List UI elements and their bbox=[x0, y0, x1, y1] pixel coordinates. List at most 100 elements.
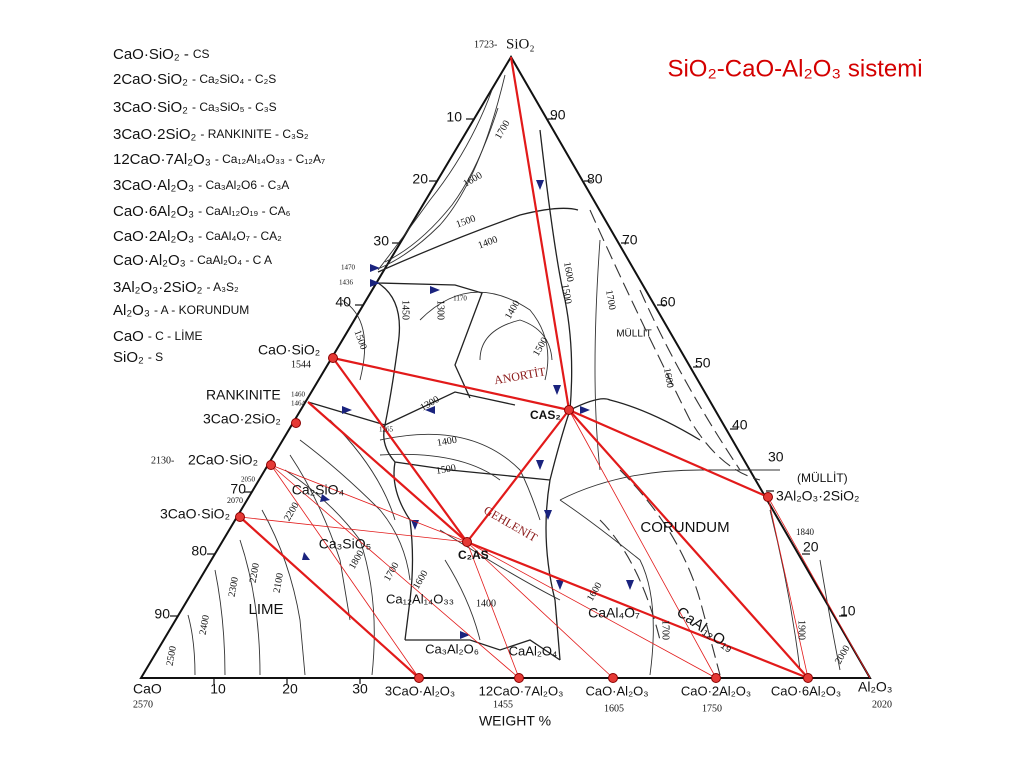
right-tick-label: 80 bbox=[587, 171, 603, 187]
legend-entry: 3Al₂O₃·2SiO₂ - A₃S₂ bbox=[113, 279, 239, 296]
compound-point bbox=[564, 405, 574, 415]
isotherm-label: 1400 bbox=[476, 598, 496, 609]
isotherm-label: 2200 bbox=[282, 500, 302, 523]
left-tick-label: 90 bbox=[154, 606, 170, 622]
edge-ticks bbox=[170, 118, 847, 684]
isotherm-label: 1500 bbox=[559, 283, 573, 305]
compound-point bbox=[763, 492, 773, 502]
legend-desc: - CaAl₁₂O₁₉ - CA₆ bbox=[198, 204, 291, 218]
isotherm-label: 1170 bbox=[453, 295, 467, 303]
isotherm-label: 1900 bbox=[796, 620, 807, 640]
right-tick-label: 40 bbox=[732, 417, 748, 433]
title: SiO₂-CaO-Al₂O₃ sistemi bbox=[667, 55, 922, 82]
right-tick-label: 30 bbox=[768, 449, 784, 465]
legend-formula: CaO·SiO₂ - bbox=[113, 46, 189, 63]
right-tick-label: 90 bbox=[550, 107, 566, 123]
compound-temp: 1460 bbox=[291, 391, 306, 399]
isotherm-label: 2100 bbox=[272, 572, 286, 594]
join-line bbox=[767, 496, 809, 679]
left-tick-label: 10 bbox=[446, 109, 462, 125]
left-tick-label: 80 bbox=[191, 543, 207, 559]
isotherm-label: 1700 bbox=[493, 118, 513, 141]
phase-field-label: Ca₂SiO₄ bbox=[292, 482, 345, 498]
join-line bbox=[509, 56, 571, 411]
bottom-tick-label: 10 bbox=[210, 681, 226, 697]
legend-entry: 12CaO·7Al₂O₃ - Ca₁₂Al₁₄O₃₃ - C₁₂A₇ bbox=[113, 151, 325, 168]
compound-point bbox=[711, 673, 721, 683]
legend-entry: CaO - C - LİME bbox=[113, 328, 203, 345]
legend-desc: - Ca₂SiO₄ - C₂S bbox=[192, 72, 276, 86]
isotherm-label: 1500 bbox=[352, 329, 369, 352]
isotherm-label: 1265 bbox=[379, 426, 394, 434]
legend-entry: CaO·2Al₂O₃ - CaAl₄O₇ - CA₂ bbox=[113, 228, 282, 245]
vertex-temp: 1723- bbox=[474, 39, 497, 50]
legend-desc: - C - LİME bbox=[148, 329, 203, 343]
legend-desc: - Ca₃SiO₅ - C₃S bbox=[192, 100, 277, 114]
legend-entry: SiO₂ - S bbox=[113, 349, 163, 366]
vertex-label: CaO bbox=[133, 681, 162, 697]
compound-temp: 1750 bbox=[702, 703, 722, 714]
phase-field-label: CaAl₂O₄ bbox=[509, 643, 558, 658]
isotherm-label: 1470 bbox=[341, 264, 356, 272]
join-line bbox=[466, 540, 809, 680]
legend-formula: 12CaO·7Al₂O₃ bbox=[113, 151, 211, 168]
compound-temp: 1464 bbox=[291, 400, 306, 408]
right-tick-label: 20 bbox=[803, 539, 819, 555]
legend-formula: SiO₂ bbox=[113, 349, 144, 366]
legend-formula: 3CaO·SiO₂ bbox=[113, 99, 188, 116]
compound-temp: 2130- bbox=[151, 455, 174, 466]
isotherm-label: 1436 bbox=[339, 279, 354, 287]
legend-formula: Al₂O₃ bbox=[113, 302, 150, 319]
bottom-tick-label: 20 bbox=[282, 681, 298, 697]
compound-point bbox=[235, 512, 245, 522]
compound-label: 3Al₂O₃·2SiO₂ bbox=[776, 488, 859, 504]
compound-temp: 1605 bbox=[604, 703, 624, 714]
legend-formula: CaO·Al₂O₃ bbox=[113, 252, 186, 269]
phase-field-label: Ca₁₂Al₁₄O₃₃ bbox=[386, 591, 454, 606]
legend-formula: 3CaO·Al₂O₃ bbox=[113, 177, 194, 194]
right-tick-label: 60 bbox=[660, 294, 676, 310]
legend-entry: 3CaO·2SiO₂ - RANKINITE - C₃S₂ bbox=[113, 126, 309, 143]
axis-label: WEIGHT % bbox=[479, 713, 551, 729]
compound-label: CaO·6Al₂O₃ bbox=[771, 683, 841, 698]
isotherm-label: 1450 bbox=[400, 300, 411, 320]
compound-label: 2CaO·SiO₂ bbox=[188, 452, 258, 468]
triangle bbox=[139, 55, 872, 679]
isotherm-label: 1600 bbox=[561, 261, 575, 283]
vertex-label: Al₂O₃ bbox=[858, 679, 892, 695]
join-line bbox=[307, 401, 468, 543]
legend-entry: CaO·6Al₂O₃ - CaAl₁₂O₁₉ - CA₆ bbox=[113, 203, 291, 220]
compound-label: CaO·Al₂O₃ bbox=[585, 683, 648, 698]
legend-entry: CaO·SiO₂ - CS bbox=[113, 46, 210, 63]
compound-point bbox=[803, 673, 813, 683]
legend-formula: 2CaO·SiO₂ bbox=[113, 71, 188, 88]
isotherm-label: 2300 bbox=[227, 576, 241, 598]
join-line bbox=[270, 464, 420, 679]
compound-point bbox=[414, 673, 424, 683]
arrows bbox=[302, 180, 634, 639]
legend-desc: - CaAl₂O₄ - C A bbox=[190, 253, 272, 267]
legend-entry: CaO·Al₂O₃ - CaAl₂O₄ - C A bbox=[113, 252, 272, 269]
left-tick-label: 70 bbox=[230, 481, 246, 497]
compound-point bbox=[328, 353, 338, 363]
compound-point bbox=[266, 460, 276, 470]
legend-formula: 3CaO·2SiO₂ bbox=[113, 126, 197, 143]
join-line bbox=[332, 356, 570, 412]
legend-entry: 2CaO·SiO₂ - Ca₂SiO₄ - C₂S bbox=[113, 71, 276, 88]
compound-mineral: (MÜLLİT) bbox=[797, 471, 848, 485]
isotherm-label: 2050 bbox=[241, 476, 256, 484]
right-tick-label: 50 bbox=[695, 355, 711, 371]
isotherm-label: 2400 bbox=[198, 614, 212, 636]
right-tick-label: 70 bbox=[622, 232, 638, 248]
isotherm-label: 1300 bbox=[435, 300, 446, 320]
isotherm-label: 2500 bbox=[165, 645, 179, 667]
legend-desc: - A₃S₂ bbox=[206, 280, 239, 294]
join-line bbox=[270, 464, 520, 679]
isotherm-label: 2000 bbox=[833, 643, 853, 666]
legend-desc: - S bbox=[148, 350, 163, 364]
join-line bbox=[466, 409, 570, 543]
labels: SiO₂-CaO-Al₂O₃ sistemi CaO·SiO₂ - CS 2CaO·S… bbox=[113, 36, 923, 728]
phase-field-label: CaAl₁₂O₁₉ bbox=[673, 604, 737, 656]
compound-label: C₂AS bbox=[458, 548, 489, 562]
